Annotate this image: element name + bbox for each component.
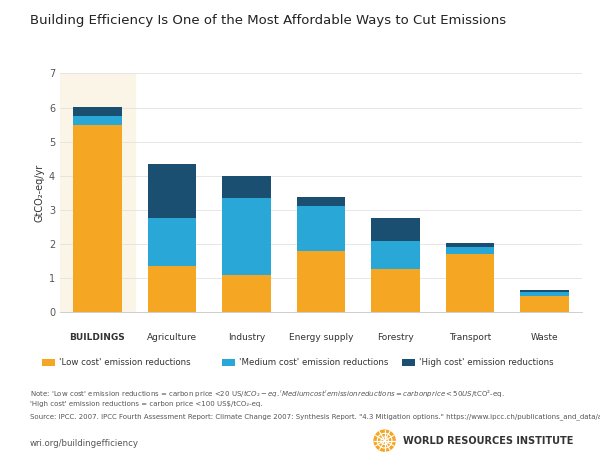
- Bar: [148, 266, 196, 312]
- Circle shape: [374, 430, 395, 451]
- Bar: [520, 290, 569, 291]
- Bar: [371, 269, 420, 312]
- Bar: [446, 254, 494, 312]
- Bar: [73, 106, 122, 116]
- Text: 'High cost' emission reductions = carbon price <100 US$/tCO₂-eq.: 'High cost' emission reductions = carbon…: [30, 401, 263, 407]
- Bar: [148, 218, 196, 266]
- Text: BUILDINGS: BUILDINGS: [70, 333, 125, 342]
- Text: Building Efficiency Is One of the Most Affordable Ways to Cut Emissions: Building Efficiency Is One of the Most A…: [30, 14, 506, 27]
- Bar: [446, 246, 494, 254]
- Bar: [222, 198, 271, 274]
- Text: wri.org/buildingefficiency: wri.org/buildingefficiency: [30, 438, 139, 448]
- Bar: [371, 218, 420, 241]
- Text: WORLD RESOURCES INSTITUTE: WORLD RESOURCES INSTITUTE: [403, 436, 574, 446]
- Y-axis label: GtCO₂-eq/yr: GtCO₂-eq/yr: [35, 164, 45, 222]
- Bar: [148, 164, 196, 218]
- Text: Note: 'Low cost' emission reductions = carbon price <20 US$/tCO₂-eq. 'Medium cos: Note: 'Low cost' emission reductions = c…: [30, 388, 505, 399]
- Text: 'Medium cost' emission reductions: 'Medium cost' emission reductions: [239, 358, 388, 367]
- Bar: [73, 124, 122, 312]
- Text: Industry: Industry: [228, 333, 265, 342]
- Text: 'High cost' emission reductions: 'High cost' emission reductions: [419, 358, 553, 367]
- Bar: [60, 73, 134, 312]
- Bar: [520, 291, 569, 296]
- Text: Waste: Waste: [531, 333, 559, 342]
- Bar: [371, 241, 420, 269]
- Bar: [297, 251, 345, 312]
- Bar: [73, 116, 122, 124]
- Text: Forestry: Forestry: [377, 333, 414, 342]
- Bar: [297, 197, 345, 207]
- Text: Agriculture: Agriculture: [147, 333, 197, 342]
- Text: 'Low cost' emission reductions: 'Low cost' emission reductions: [59, 358, 190, 367]
- Bar: [520, 296, 569, 312]
- Text: Transport: Transport: [449, 333, 491, 342]
- Bar: [297, 207, 345, 251]
- Bar: [222, 176, 271, 198]
- Bar: [222, 274, 271, 312]
- Text: Source: IPCC. 2007. IPCC Fourth Assessment Report: Climate Change 2007: Synthesi: Source: IPCC. 2007. IPCC Fourth Assessme…: [30, 414, 600, 420]
- Text: Energy supply: Energy supply: [289, 333, 353, 342]
- Bar: [446, 243, 494, 246]
